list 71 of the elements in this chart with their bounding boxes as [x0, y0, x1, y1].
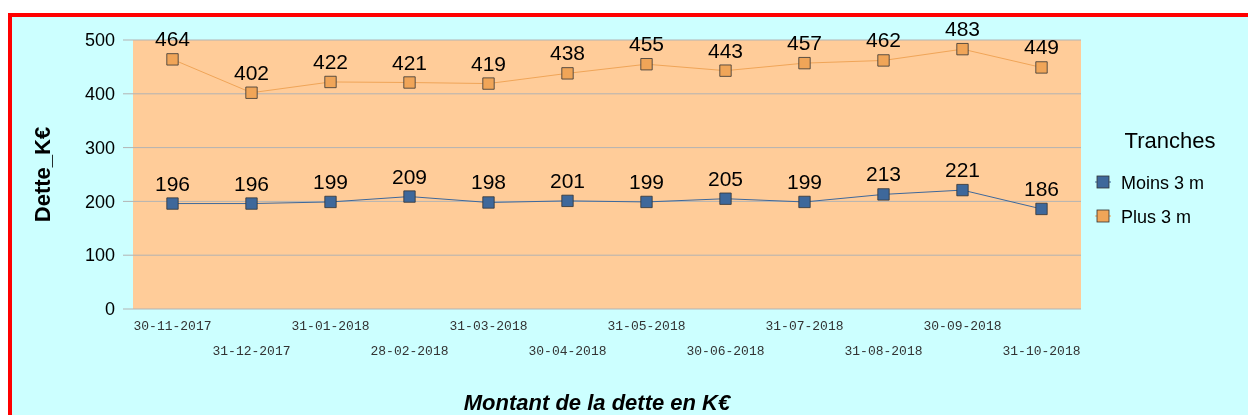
data-label: 419	[470, 51, 507, 75]
x-tick-label: 28-02-2018	[370, 343, 449, 359]
data-label: 186	[1023, 176, 1060, 200]
data-label: 199	[312, 169, 349, 193]
x-tick-label: 31-03-2018	[449, 319, 528, 335]
x-tick-label: 30-06-2018	[686, 343, 765, 359]
data-label: 449	[1023, 35, 1060, 59]
legend-title: Tranches	[1124, 128, 1216, 153]
point	[561, 67, 574, 80]
data-label: 198	[470, 170, 507, 194]
data-label: 457	[786, 31, 823, 55]
x-tick-label: 31-08-2018	[844, 343, 923, 359]
data-label: 196	[233, 171, 270, 195]
data-label: 438	[549, 41, 586, 65]
x-tick-label: 30-09-2018	[923, 319, 1002, 335]
point	[482, 77, 495, 90]
y-axis-title: Dette_K€	[30, 126, 55, 223]
point	[719, 64, 732, 77]
point	[640, 58, 653, 71]
point	[166, 197, 179, 210]
x-tick-label: 31-01-2018	[291, 319, 370, 335]
data-label: 421	[391, 50, 428, 74]
x-tick-label: 31-12-2017	[212, 343, 291, 359]
legend-label: Plus 3 m	[1121, 207, 1192, 227]
x-tick-label: 30-11-2017	[133, 319, 212, 335]
point	[798, 57, 811, 70]
data-label: 201	[549, 168, 586, 192]
x-tick-label: 31-05-2018	[607, 319, 686, 335]
y-tick-label: 400	[84, 84, 115, 105]
legend-label: Moins 3 m	[1121, 173, 1205, 193]
x-tick-label: 30-04-2018	[528, 343, 607, 359]
point	[482, 196, 495, 209]
data-label: 213	[865, 162, 902, 186]
point	[640, 195, 653, 209]
point	[719, 192, 732, 205]
point	[403, 190, 416, 203]
data-label: 221	[944, 158, 981, 182]
point	[1035, 202, 1048, 216]
point	[324, 75, 337, 89]
point	[166, 53, 179, 66]
data-label: 196	[154, 171, 191, 195]
x-tick-label: 31-10-2018	[1002, 343, 1081, 359]
y-tick-label: 500	[84, 30, 115, 51]
point	[798, 195, 811, 209]
data-label: 464	[154, 27, 191, 51]
data-label: 209	[391, 164, 428, 188]
data-label: 462	[865, 28, 902, 52]
point	[561, 194, 574, 207]
data-label: 199	[786, 169, 823, 193]
point	[1035, 61, 1048, 74]
y-tick-label: 0	[104, 299, 115, 320]
point	[403, 76, 416, 89]
x-axis-title: Montant de la dette en K€	[463, 390, 732, 415]
point	[877, 188, 890, 201]
point	[877, 54, 890, 67]
data-label: 455	[628, 32, 665, 56]
x-tick-label: 31-07-2018	[765, 319, 844, 335]
y-tick-label: 300	[84, 137, 115, 158]
y-tick-label: 200	[84, 191, 115, 212]
y-tick-label: 100	[84, 245, 115, 266]
point	[956, 43, 969, 56]
data-label: 402	[233, 60, 270, 84]
point	[245, 86, 258, 99]
data-label: 443	[707, 38, 744, 62]
point	[245, 197, 258, 210]
data-label: 199	[628, 169, 665, 193]
data-label: 205	[707, 166, 744, 190]
data-label: 422	[312, 49, 349, 73]
point	[956, 184, 969, 197]
data-label: 483	[944, 17, 981, 41]
point	[324, 195, 337, 209]
